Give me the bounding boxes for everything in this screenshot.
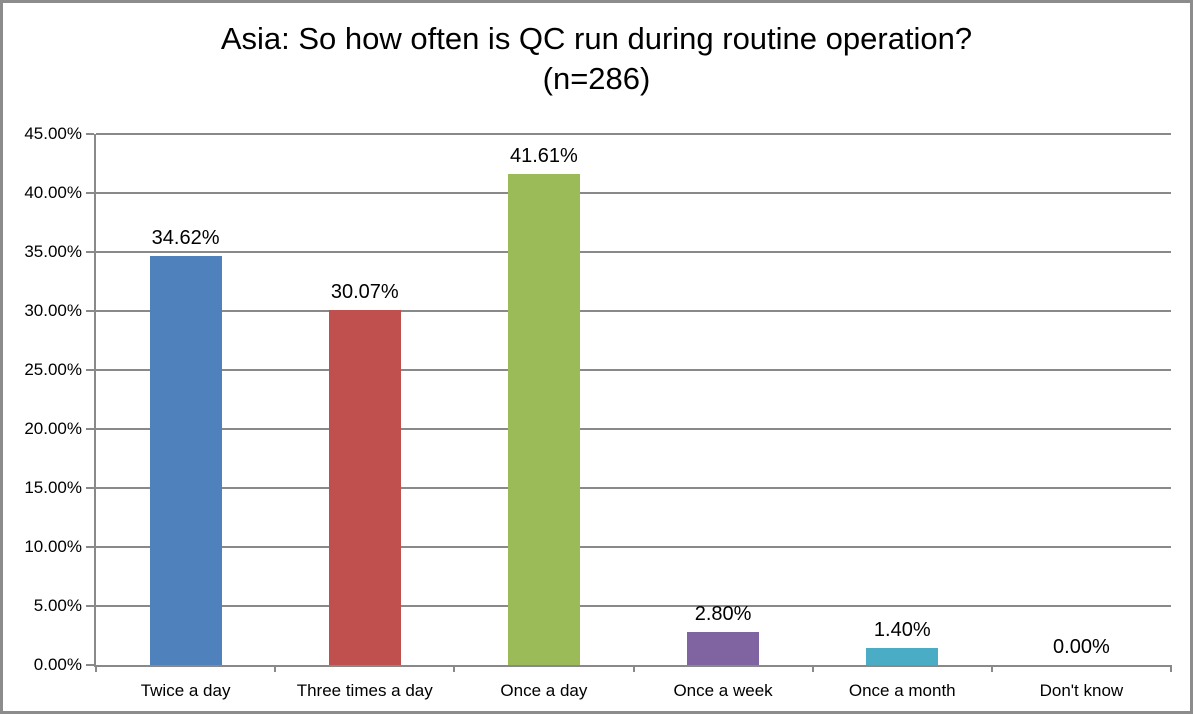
x-axis-tick-0 xyxy=(95,665,97,672)
y-axis-tick-0 xyxy=(86,664,94,666)
gridline-40 xyxy=(96,192,1171,194)
y-axis-tick-40 xyxy=(86,192,94,194)
y-axis-tick-25 xyxy=(86,369,94,371)
bar-0 xyxy=(149,256,222,665)
category-label-0: Twice a day xyxy=(140,681,231,700)
y-axis-tick-45 xyxy=(86,133,94,135)
y-axis-label-20: 20.00% xyxy=(24,419,82,438)
y-axis-label-25: 25.00% xyxy=(24,360,82,379)
y-axis-tick-5 xyxy=(86,605,94,607)
y-axis-tick-10 xyxy=(86,546,94,548)
x-axis-tick-6 xyxy=(1170,665,1172,672)
x-axis-tick-3 xyxy=(632,665,635,672)
y-axis-label-10: 10.00% xyxy=(24,537,82,556)
y-axis-tick-35 xyxy=(86,251,94,253)
plot-area: 34.62% 30.07% 41.61% 2.80% 1.40% 0.00% xyxy=(94,133,1171,667)
gridline-15 xyxy=(96,487,1171,489)
y-axis-label-30: 30.00% xyxy=(24,301,82,320)
bar-2 xyxy=(507,174,580,665)
bar-value-label-4: 1.40% xyxy=(873,619,931,642)
bar-value-label-2: 41.61% xyxy=(509,145,578,168)
gridline-25 xyxy=(96,369,1171,371)
chart-title-block: Asia: So how often is QC run during rout… xyxy=(3,19,1190,99)
y-axis-tick-30 xyxy=(86,310,94,312)
bar-value-label-5: 0.00% xyxy=(1053,636,1110,658)
y-axis-label-45: 45.00% xyxy=(24,124,82,143)
bar-value-label-3: 2.80% xyxy=(694,602,752,625)
bar-3 xyxy=(687,631,760,665)
y-axis-label-15: 15.00% xyxy=(24,478,82,497)
category-label-3: Once a week xyxy=(673,681,773,700)
y-axis-tick-15 xyxy=(86,487,94,489)
category-label-1: Three times a day xyxy=(296,681,433,700)
y-axis-label-40: 40.00% xyxy=(24,183,82,202)
category-label-2: Once a day xyxy=(500,681,588,700)
y-axis-line xyxy=(94,134,96,665)
category-label-4: Once a month xyxy=(848,681,956,700)
bar-1 xyxy=(328,310,401,665)
gridline-30 xyxy=(96,310,1171,312)
gridline-45 xyxy=(96,133,1171,135)
y-axis-label-5: 5.00% xyxy=(33,596,82,615)
gridline-5 xyxy=(96,605,1171,607)
x-axis-tick-2 xyxy=(453,665,456,672)
y-axis-label-35: 35.00% xyxy=(24,242,82,261)
chart-subtitle: (n=286) xyxy=(542,61,651,96)
x-axis-tick-1 xyxy=(274,665,277,672)
y-axis-label-0: 0.00% xyxy=(33,655,82,674)
gridline-10 xyxy=(96,546,1171,548)
bar-4 xyxy=(866,648,939,665)
chart-title: Asia: So how often is QC run during rout… xyxy=(220,21,973,56)
gridline-20 xyxy=(96,428,1171,430)
bar-value-label-1: 30.07% xyxy=(330,281,399,304)
gridline-35 xyxy=(96,251,1171,253)
y-axis-tick-20 xyxy=(86,428,94,430)
x-axis-tick-4 xyxy=(811,665,814,672)
x-axis-tick-5 xyxy=(990,665,993,672)
category-label-5: Don't know xyxy=(1039,681,1124,700)
bar-value-label-0: 34.62% xyxy=(151,227,220,250)
